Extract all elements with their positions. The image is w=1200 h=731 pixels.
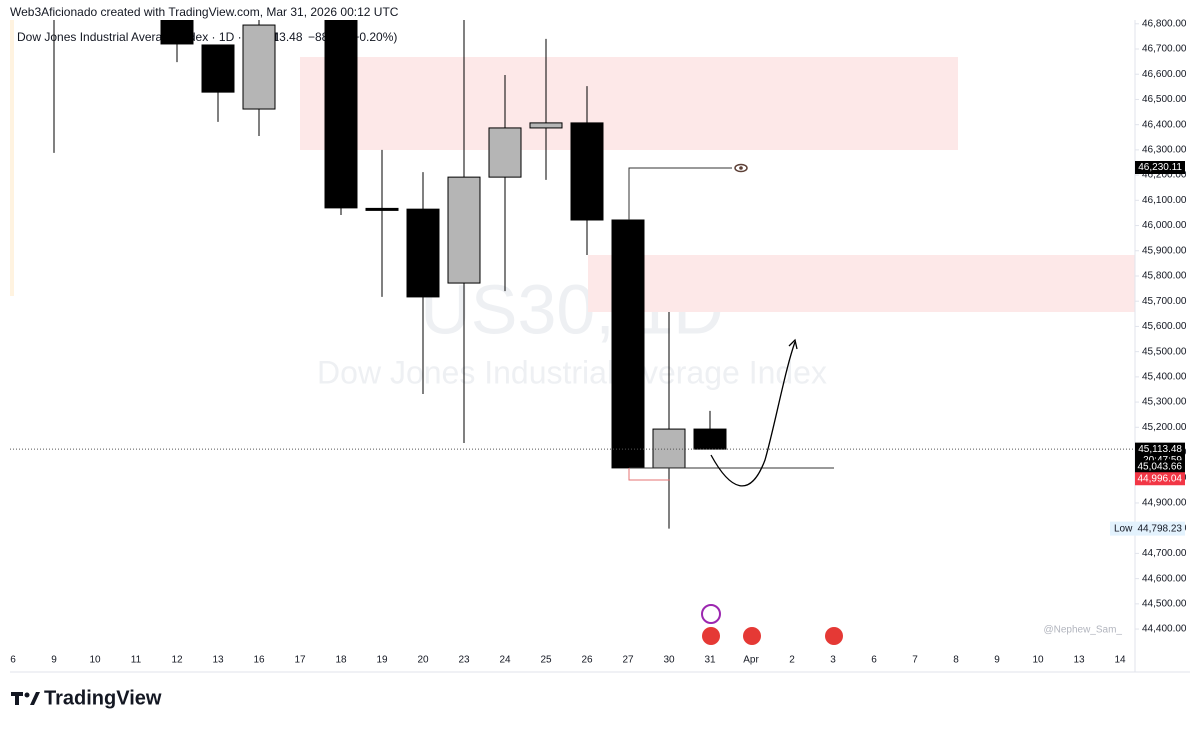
- candle-body: [611, 219, 645, 469]
- session-band: [10, 20, 14, 296]
- y-tick-label: 46,100.00: [1142, 195, 1187, 206]
- candle-body: [160, 20, 194, 45]
- y-tick-label: 44,500.00: [1142, 598, 1187, 609]
- x-tick-label: 23: [458, 655, 470, 666]
- x-tick-label: 26: [581, 655, 593, 666]
- x-tick-label: 16: [253, 655, 265, 666]
- x-tick-label: 9: [51, 655, 57, 666]
- x-tick-label: 10: [89, 655, 101, 666]
- x-tick-label: 20: [417, 655, 429, 666]
- candle-body: [324, 20, 358, 209]
- logo-mark: [30, 692, 40, 705]
- price-tag: [1135, 161, 1185, 175]
- candle-body: [693, 428, 727, 450]
- y-tick-label: 45,200.00: [1142, 422, 1187, 433]
- x-tick-label: 25: [540, 655, 552, 666]
- logo-mark: [15, 692, 19, 705]
- low-tag: [1110, 521, 1185, 536]
- candle-body: [242, 24, 276, 110]
- candle-body: [652, 428, 686, 469]
- candle-body: [365, 207, 399, 211]
- y-tick-label: 46,300.00: [1142, 145, 1187, 156]
- price-tag-label: 44,996.04: [1138, 473, 1183, 484]
- y-tick-label: 46,800.00: [1142, 18, 1187, 29]
- x-tick-label: 31: [704, 655, 716, 666]
- ray: [628, 167, 732, 220]
- y-tick-label: 46,200.00: [1142, 170, 1187, 181]
- x-tick-label: 8: [953, 655, 959, 666]
- low-line: [628, 468, 670, 481]
- y-tick-label: 45,500.00: [1142, 346, 1187, 357]
- supply-zone: [588, 255, 1135, 312]
- watermark-subtitle: Dow Jones Industrial Average Index: [317, 354, 827, 390]
- x-tick-label: 13: [1073, 655, 1085, 666]
- price-tag-label: 46,230.11: [1138, 162, 1182, 173]
- y-tick-label: 44,600.00: [1142, 573, 1187, 584]
- x-tick-label: 30: [663, 655, 675, 666]
- y-tick-label: 44,900.00: [1142, 498, 1187, 509]
- y-tick-label: 44,400.00: [1142, 624, 1187, 635]
- price-tag-label: 45,113.48: [1138, 444, 1182, 455]
- candle-body: [406, 208, 440, 298]
- low-tag-text: Low: [1114, 523, 1133, 534]
- x-tick-label: 7: [912, 655, 918, 666]
- eye-icon: [739, 166, 743, 170]
- candles: [53, 20, 727, 529]
- y-tick-label: 45,300.00: [1142, 397, 1187, 408]
- price-tag-label: 45,043.66: [1138, 461, 1183, 472]
- x-tick-label: 18: [335, 655, 347, 666]
- flag-icon: [702, 627, 720, 645]
- x-tick-label: 12: [171, 655, 183, 666]
- flag-icon: [825, 627, 843, 645]
- candle-body: [529, 122, 563, 129]
- x-tick-label: 27: [622, 655, 634, 666]
- low-tag-label: 44,798.23: [1138, 523, 1183, 534]
- price-tag: [1135, 460, 1185, 474]
- y-tick-label: 46,600.00: [1142, 69, 1187, 80]
- flag-icon: [743, 627, 761, 645]
- x-tick-label: 6: [10, 655, 16, 666]
- projection-arrow: [710, 341, 796, 487]
- event-icon: [701, 604, 721, 624]
- x-tick-label: 9: [994, 655, 1000, 666]
- x-tick-label: 3: [830, 655, 836, 666]
- y-tick-label: 45,700.00: [1142, 296, 1187, 307]
- candle-body: [201, 44, 235, 93]
- logo-text: TradingView: [44, 687, 162, 709]
- user-watermark: @Nephew_Sam_: [1043, 625, 1122, 636]
- legend-title: Dow Jones Industrial Average Index · 1D …: [17, 30, 279, 44]
- x-tick-label: 19: [376, 655, 388, 666]
- x-tick-label: 6: [871, 655, 877, 666]
- y-tick-label: 44,700.00: [1142, 548, 1187, 559]
- candle-body: [447, 176, 481, 284]
- x-tick-label: 14: [1114, 655, 1126, 666]
- y-tick-label: 45,800.00: [1142, 271, 1187, 282]
- eye-icon: [734, 163, 748, 173]
- supply-zone: [300, 57, 958, 150]
- candle-body: [488, 127, 522, 178]
- y-tick-label: 45,400.00: [1142, 372, 1187, 383]
- logo-mark: [24, 692, 30, 698]
- x-tick-label: 10: [1032, 655, 1044, 666]
- y-tick-label: 46,700.00: [1142, 44, 1187, 55]
- x-tick-label: 24: [499, 655, 511, 666]
- x-tick-label: 13: [212, 655, 224, 666]
- credit: Web3Aficionado created with TradingView.…: [10, 5, 399, 19]
- y-tick-label: 45,600.00: [1142, 321, 1187, 332]
- arrow-head: [788, 338, 798, 350]
- x-tick-label: Apr: [743, 655, 759, 666]
- candle-body: [570, 122, 604, 221]
- price-tag: [1135, 472, 1185, 486]
- x-tick-label: 17: [294, 655, 306, 666]
- x-tick-label: 2: [789, 655, 795, 666]
- y-tick-label: 45,900.00: [1142, 245, 1187, 256]
- x-tick-label: 11: [131, 655, 142, 666]
- y-tick-label: 46,500.00: [1142, 94, 1187, 105]
- y-tick-label: 46,400.00: [1142, 119, 1187, 130]
- y-tick-label: 46,000.00: [1142, 220, 1187, 231]
